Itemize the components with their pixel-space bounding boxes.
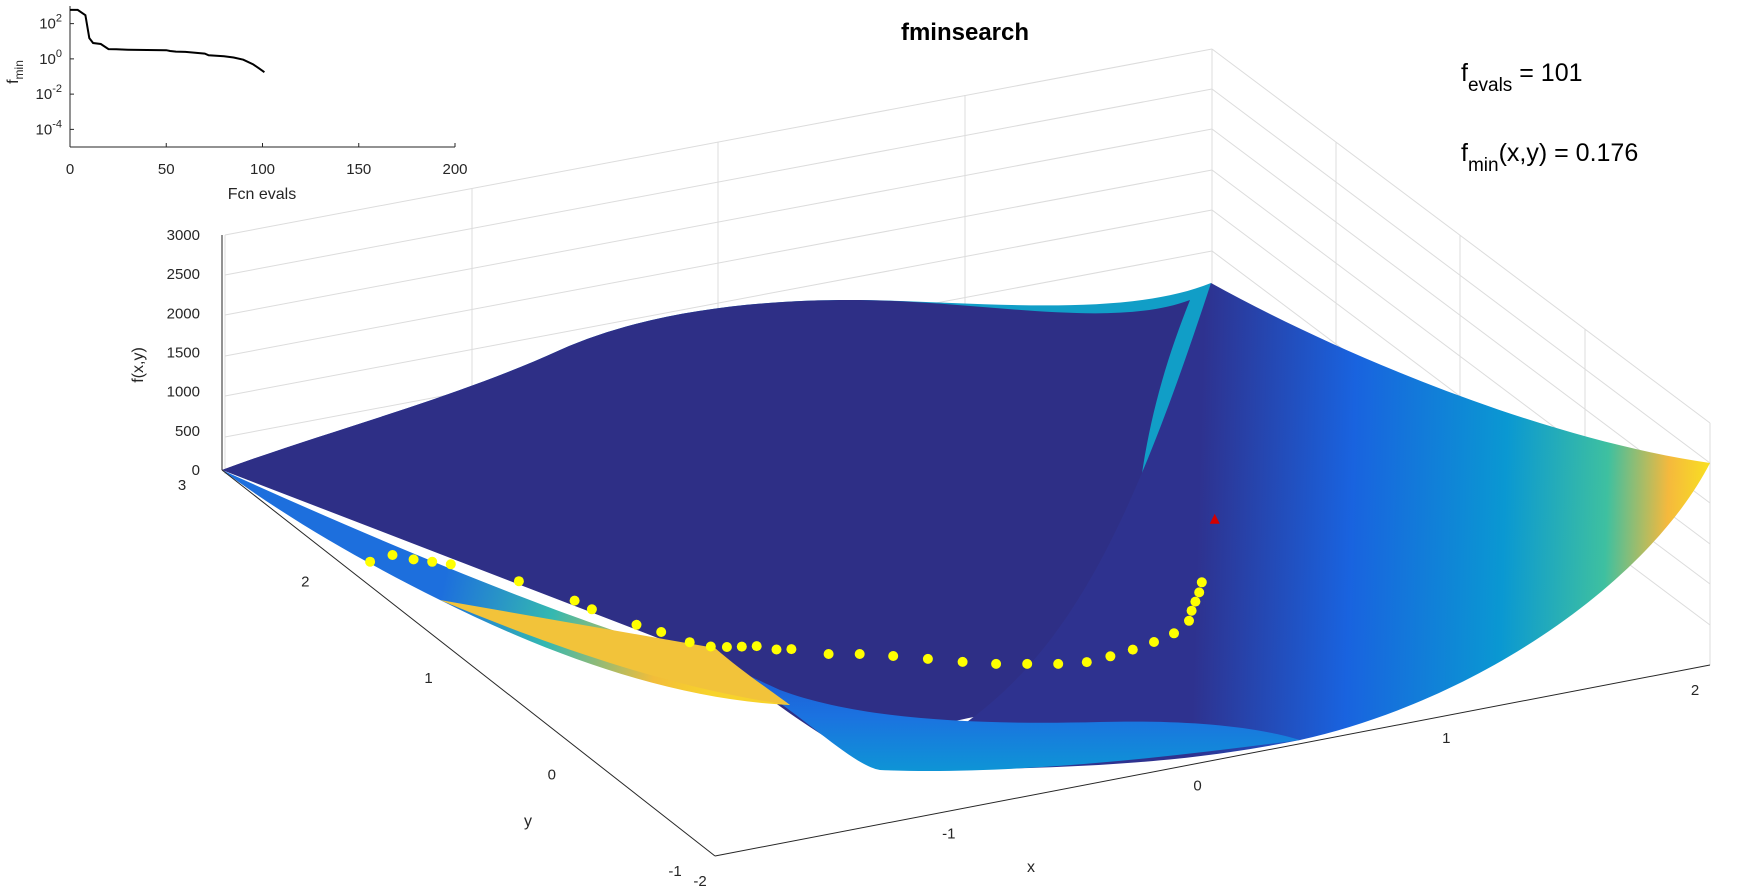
inset-x-tick-label: 150 [346,161,371,178]
evaluated-point [721,642,732,652]
evaluated-point [408,554,419,565]
z-tick-label: 0 [192,462,200,479]
minimum-marker [1209,513,1220,524]
surface-right-region [880,283,1710,770]
inset-x-tick-label: 100 [250,161,275,178]
z-tick-label: 2000 [167,305,200,322]
evaluated-point [1169,628,1179,639]
inset-x-tick-label: 0 [66,161,74,178]
inset-chart: 0 50 100 150 200 102 100 10-2 10-4 Fcn evals fm… [5,6,468,203]
z-tick-labels: 0 500 1000 1500 2000 2500 3000 [167,227,200,479]
evaluated-point [445,559,456,570]
evaluated-point [387,550,398,560]
evaluated-point [1194,587,1205,598]
inset-y-tick-label: 10-2 [36,83,62,103]
evaluated-point [751,641,762,652]
surface-fold-top [440,600,790,705]
z-tick-label: 1000 [167,384,200,401]
evaluated-point [656,627,667,637]
inset-x-tick-labels: 0 50 100 150 200 [66,143,468,178]
y-tick-label: 2 [301,574,309,591]
z-tick-label: 1500 [167,345,200,362]
minimum-triangle [1209,513,1220,524]
x-tick-label: 1 [1442,730,1450,747]
plot-title: fminsearch [901,19,1029,46]
evaluated-point [1196,577,1207,588]
evaluated-point [513,576,524,587]
inset-y-label: fmin [5,60,26,84]
x-tick-label: 0 [1193,778,1201,795]
evaluated-point [823,649,834,659]
evaluated-point [1105,651,1116,662]
inset-line [70,8,265,74]
surface-valley-region [222,300,1190,760]
y-tick-label: 1 [424,670,432,687]
evaluated-point [1190,596,1201,607]
fevals-annotation: fevals = 101 [1461,59,1583,96]
evaluated-point [586,604,597,615]
z-tick-label: 2500 [167,266,200,283]
evaluated-point [957,656,968,667]
evaluated-point [771,644,782,655]
evaluated-point [854,649,865,659]
inset-y-tick-label: 10-4 [36,118,62,138]
fmin-annotation: fmin(x,y) = 0.176 [1461,139,1638,176]
evaluated-point [365,556,376,567]
evaluated-point [1186,605,1197,616]
x-tick-label: -1 [942,825,955,842]
y-axis-label: y [524,813,532,830]
surface-front-region [715,660,1300,771]
evaluated-point [427,556,438,567]
evaluated-point [922,653,933,664]
x-tick-label: -2 [693,873,706,890]
inset-x-tick-label: 50 [158,161,175,178]
evaluated-point [1184,615,1194,626]
evaluated-point [888,651,899,661]
evaluated-point [786,644,797,655]
inset-x-label: Fcn evals [228,186,296,203]
x-tick-label: 2 [1691,682,1699,699]
inset-y-tick-label: 102 [39,13,62,33]
y-tick-label: -1 [668,863,681,880]
evaluated-point [736,641,747,652]
z-axis-label: f(x,y) [130,347,147,383]
axes-lines [221,235,1711,857]
y-tick-labels: -1 0 1 2 3 [178,477,682,880]
y-tick-label: 3 [178,477,186,494]
evaluated-point [1081,657,1092,668]
x-axis-label: x [1027,859,1035,876]
inset-x-tick-label: 200 [442,161,467,178]
evaluated-point [569,595,580,606]
evaluated-point [1053,658,1064,669]
y-tick-label: 0 [548,767,556,784]
x-tick-labels: -2 -1 0 1 2 [693,682,1699,890]
evaluated-point [1127,644,1138,655]
inset-y-tick-label: 100 [39,48,62,68]
evaluated-point [1022,658,1033,669]
evaluated-point [684,637,695,648]
surface [222,283,1710,771]
evaluated-point [705,641,716,652]
z-tick-label: 3000 [167,227,200,244]
z-tick-label: 500 [175,423,200,440]
inset-y-tick-labels: 102 100 10-2 10-4 [36,13,74,138]
evaluated-point [631,619,642,630]
evaluated-point [1149,637,1159,647]
evaluated-point [991,658,1002,669]
evaluated-points [365,550,1207,669]
